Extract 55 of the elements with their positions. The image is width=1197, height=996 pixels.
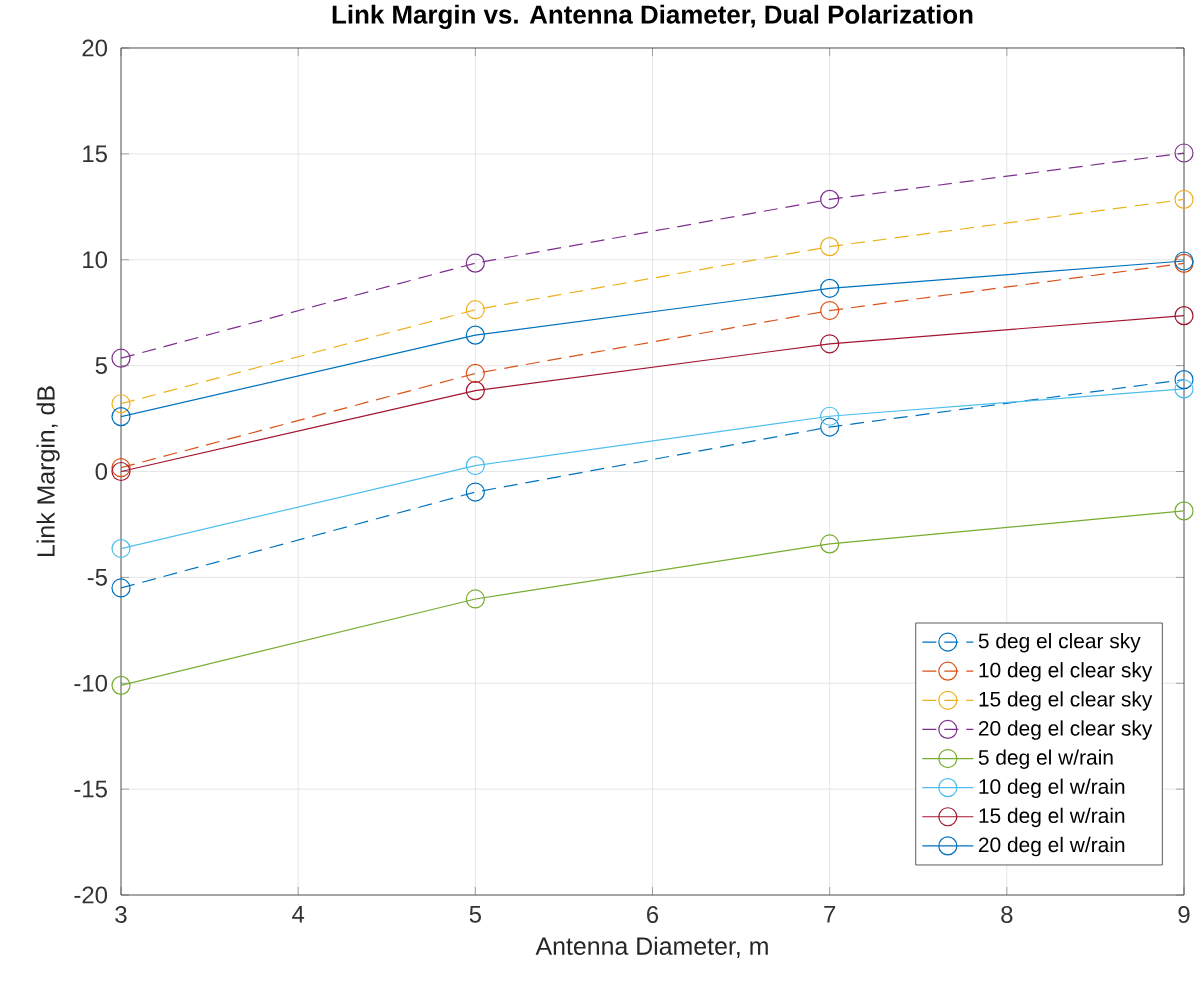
point <box>465 381 485 401</box>
legend-label: 20 deg el w/rain <box>978 836 1125 857</box>
point <box>111 407 131 427</box>
y-tick-label: 20 <box>82 39 108 57</box>
point <box>1174 189 1194 209</box>
legend-label: 10 deg el clear sky <box>979 662 1153 682</box>
point <box>1174 501 1194 521</box>
y-tick-label: -20 <box>74 886 108 904</box>
point <box>820 278 840 298</box>
point <box>1174 306 1194 326</box>
point <box>465 253 485 273</box>
point <box>1174 143 1194 163</box>
x-tick-label: 7 <box>824 906 836 923</box>
point <box>465 482 485 502</box>
y-tick-label: -5 <box>87 569 107 586</box>
legend-label: 5 deg el clear sky <box>978 632 1141 653</box>
point <box>820 237 840 257</box>
y-tick-label: 10 <box>83 251 108 269</box>
point <box>820 334 840 354</box>
legend-label: 15 deg el clear sky <box>979 691 1153 711</box>
x-tick-label: 9 <box>1178 906 1190 923</box>
x-tick-label: 5 <box>469 906 481 923</box>
point <box>820 406 840 426</box>
point <box>111 538 131 559</box>
x-axis-title: Antenna Diameter, m <box>535 936 768 958</box>
legend-label: 15 deg el w/rain <box>979 807 1125 828</box>
point <box>111 348 131 368</box>
legend-label: 20 deg el clear sky <box>978 720 1153 740</box>
x-tick-label: 3 <box>115 906 127 923</box>
y-tick-label: 0 <box>95 463 108 480</box>
x-tick-label: 8 <box>1001 906 1013 923</box>
point <box>820 300 840 321</box>
x-tick-label: 6 <box>647 906 659 923</box>
point <box>1174 369 1194 390</box>
point <box>111 394 131 414</box>
point <box>820 189 840 209</box>
point <box>111 675 131 695</box>
chart-title: Link Margin vs. Antenna Diameter, Dual Polarization <box>332 4 973 30</box>
x-tick-label: 4 <box>292 906 305 923</box>
point <box>820 534 840 554</box>
y-axis-title: Link Margin, dB <box>36 386 60 556</box>
point <box>820 417 840 437</box>
point <box>465 455 485 476</box>
y-tick-label: -15 <box>74 780 107 798</box>
legend-label: 10 deg el w/rain <box>979 778 1125 799</box>
point <box>465 589 485 609</box>
point <box>1174 379 1194 399</box>
y-tick-label: 5 <box>95 357 107 374</box>
legend-label: 5 deg el w/rain <box>978 749 1113 769</box>
point <box>465 363 485 384</box>
y-tick-label: 15 <box>83 145 107 163</box>
point <box>465 300 485 320</box>
point <box>465 325 485 345</box>
point <box>111 578 131 598</box>
y-tick-label: -10 <box>74 674 108 692</box>
